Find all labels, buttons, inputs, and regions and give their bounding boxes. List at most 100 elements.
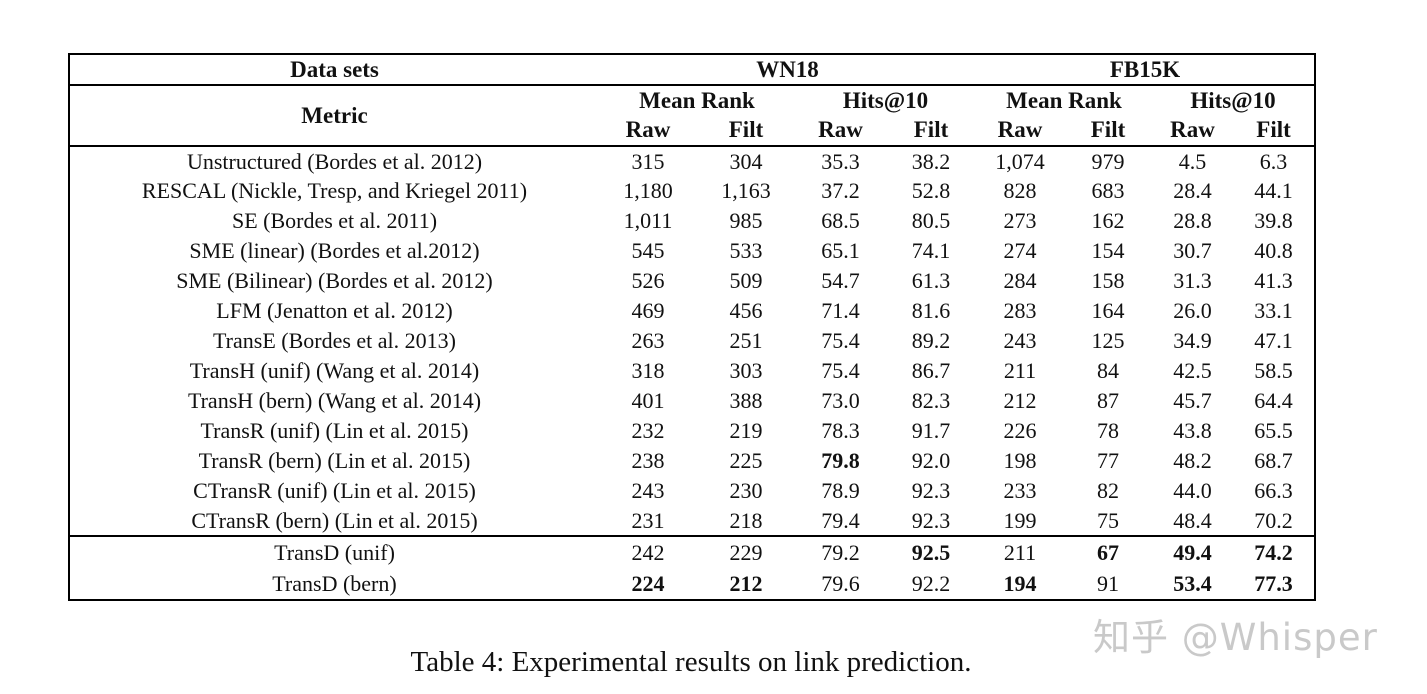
value-cell: 53.4 — [1173, 570, 1212, 596]
value-cell: 283 — [1003, 298, 1037, 323]
filt-header: Filt — [1090, 117, 1126, 142]
zhihu-watermark: 知乎 @Whisper — [1093, 616, 1378, 659]
table-row: TransH (unif) (Wang et al. 2014) 318 303 75… — [69, 356, 1315, 386]
value-cell: 526 — [631, 268, 665, 293]
value-cell: 683 — [1091, 178, 1125, 203]
filt-header: Filt — [1256, 117, 1291, 142]
value-cell: 91.7 — [911, 418, 951, 443]
value-cell: 225 — [729, 448, 763, 473]
method-cell: TransD (unif) — [69, 535, 599, 568]
table-row: LFM (Jenatton et al. 2012) 469 456 71.4 81.6… — [69, 296, 1315, 326]
table-row: TransE (Bordes et al. 2013) 263 251 75.4 89.… — [69, 326, 1315, 356]
value-cell: 92.3 — [911, 507, 951, 533]
value-cell: 75.4 — [821, 328, 860, 353]
value-cell: 80.5 — [911, 208, 951, 233]
value-cell: 30.7 — [1173, 238, 1212, 263]
value-cell: 284 — [1003, 268, 1037, 293]
value-cell: 194 — [1003, 570, 1037, 596]
value-cell: 304 — [697, 145, 795, 176]
table-body: Unstructured (Bordes et al. 2012) 315 304 3… — [69, 145, 1316, 536]
value-cell: 67 — [1064, 535, 1152, 568]
value-cell: 78 — [1097, 418, 1119, 443]
value-cell: 54.7 — [821, 268, 860, 293]
table-footer-transd: TransD (unif) 242 229 79.2 92.5 211 67 49.4 74.2… — [69, 535, 1316, 600]
value-cell: 92.3 — [911, 478, 951, 503]
value-cell: 52.8 — [911, 178, 951, 203]
value-cell: 82.3 — [911, 388, 951, 413]
value-cell: 28.8 — [1173, 208, 1212, 233]
value-cell: 41.3 — [1254, 268, 1293, 293]
metric-header-cell: Metric — [69, 84, 599, 146]
value-cell: 38.2 — [886, 145, 976, 176]
value-cell: 211 — [976, 535, 1064, 568]
wn18-meanrank-header: Mean Rank — [599, 84, 795, 115]
value-cell: 125 — [1091, 328, 1125, 353]
method-cell: TransR (bern) (Lin et al. 2015) — [198, 448, 471, 473]
method-cell: RESCAL (Nickle, Tresp, and Kriegel 2011) — [141, 178, 528, 203]
value-cell: 1,180 — [623, 178, 673, 203]
method-cell: Unstructured (Bordes et al. 2012) — [69, 145, 599, 176]
method-cell: TransE (Bordes et al. 2013) — [213, 328, 456, 353]
value-cell: 48.4 — [1173, 507, 1212, 533]
value-cell: 77.3 — [1254, 570, 1293, 596]
value-cell: 39.8 — [1254, 208, 1293, 233]
value-cell: 230 — [729, 478, 763, 503]
value-cell: 75 — [1097, 507, 1119, 533]
value-cell: 42.5 — [1173, 358, 1212, 383]
value-cell: 92.5 — [886, 535, 976, 568]
table-header: Data sets WN18 FB15K Metric Mean Rank Hi… — [69, 54, 1316, 146]
value-cell: 162 — [1091, 208, 1125, 233]
value-cell: 79.6 — [821, 570, 860, 596]
value-cell: 65.1 — [821, 238, 860, 263]
value-cell: 81.6 — [911, 298, 951, 323]
wn18-hits10-header: Hits@10 — [795, 84, 976, 115]
value-cell: 89.2 — [911, 328, 951, 353]
value-cell: 37.2 — [821, 178, 860, 203]
value-cell: 44.0 — [1173, 478, 1212, 503]
value-cell: 164 — [1091, 298, 1125, 323]
value-cell: 75.4 — [821, 358, 860, 383]
value-cell: 198 — [1003, 448, 1037, 473]
value-cell: 388 — [729, 388, 763, 413]
value-cell: 199 — [1003, 507, 1037, 533]
value-cell: 212 — [1003, 388, 1037, 413]
value-cell: 243 — [631, 478, 665, 503]
value-cell: 303 — [729, 358, 763, 383]
header-row-rawfilt: Raw Filt Raw Filt Raw Filt Raw Filt — [69, 115, 1315, 146]
value-cell: 233 — [1003, 478, 1037, 503]
value-cell: 70.2 — [1254, 507, 1293, 533]
value-cell: 533 — [729, 238, 763, 263]
value-cell: 34.9 — [1173, 328, 1212, 353]
value-cell: 68.5 — [821, 208, 860, 233]
value-cell: 43.8 — [1173, 418, 1212, 443]
value-cell: 212 — [729, 570, 763, 596]
value-cell: 64.4 — [1254, 388, 1293, 413]
value-cell: 78.9 — [821, 478, 860, 503]
method-cell: CTransR (bern) (Lin et al. 2015) — [191, 507, 478, 533]
raw-header: Raw — [818, 117, 863, 142]
table-row: RESCAL (Nickle, Tresp, and Kriegel 2011)… — [69, 176, 1315, 206]
value-cell: 66.3 — [1254, 478, 1293, 503]
value-cell: 231 — [631, 507, 665, 533]
value-cell: 211 — [1003, 358, 1037, 383]
value-cell: 218 — [729, 507, 763, 533]
method-cell: TransH (bern) (Wang et al. 2014) — [187, 388, 482, 413]
value-cell: 219 — [729, 418, 763, 443]
datasets-header-cell: Data sets — [290, 56, 379, 82]
value-cell: 226 — [1003, 418, 1037, 443]
header-row-metric: Metric Mean Rank Hits@10 Mean Rank Hits@… — [69, 84, 1316, 146]
value-cell: 78.3 — [821, 418, 860, 443]
value-cell: 71.4 — [821, 298, 860, 323]
value-cell: 232 — [631, 418, 665, 443]
method-cell: CTransR (unif) (Lin et al. 2015) — [193, 478, 476, 503]
raw-header: Raw — [1170, 117, 1215, 142]
value-cell: 26.0 — [1173, 298, 1212, 323]
value-cell: 65.5 — [1254, 418, 1293, 443]
value-cell: 224 — [631, 570, 665, 596]
value-cell: 401 — [631, 388, 665, 413]
value-cell: 35.3 — [795, 145, 886, 176]
value-cell: 49.4 — [1152, 535, 1233, 568]
raw-header: Raw — [997, 117, 1043, 142]
method-cell: TransR (unif) (Lin et al. 2015) — [200, 418, 469, 443]
